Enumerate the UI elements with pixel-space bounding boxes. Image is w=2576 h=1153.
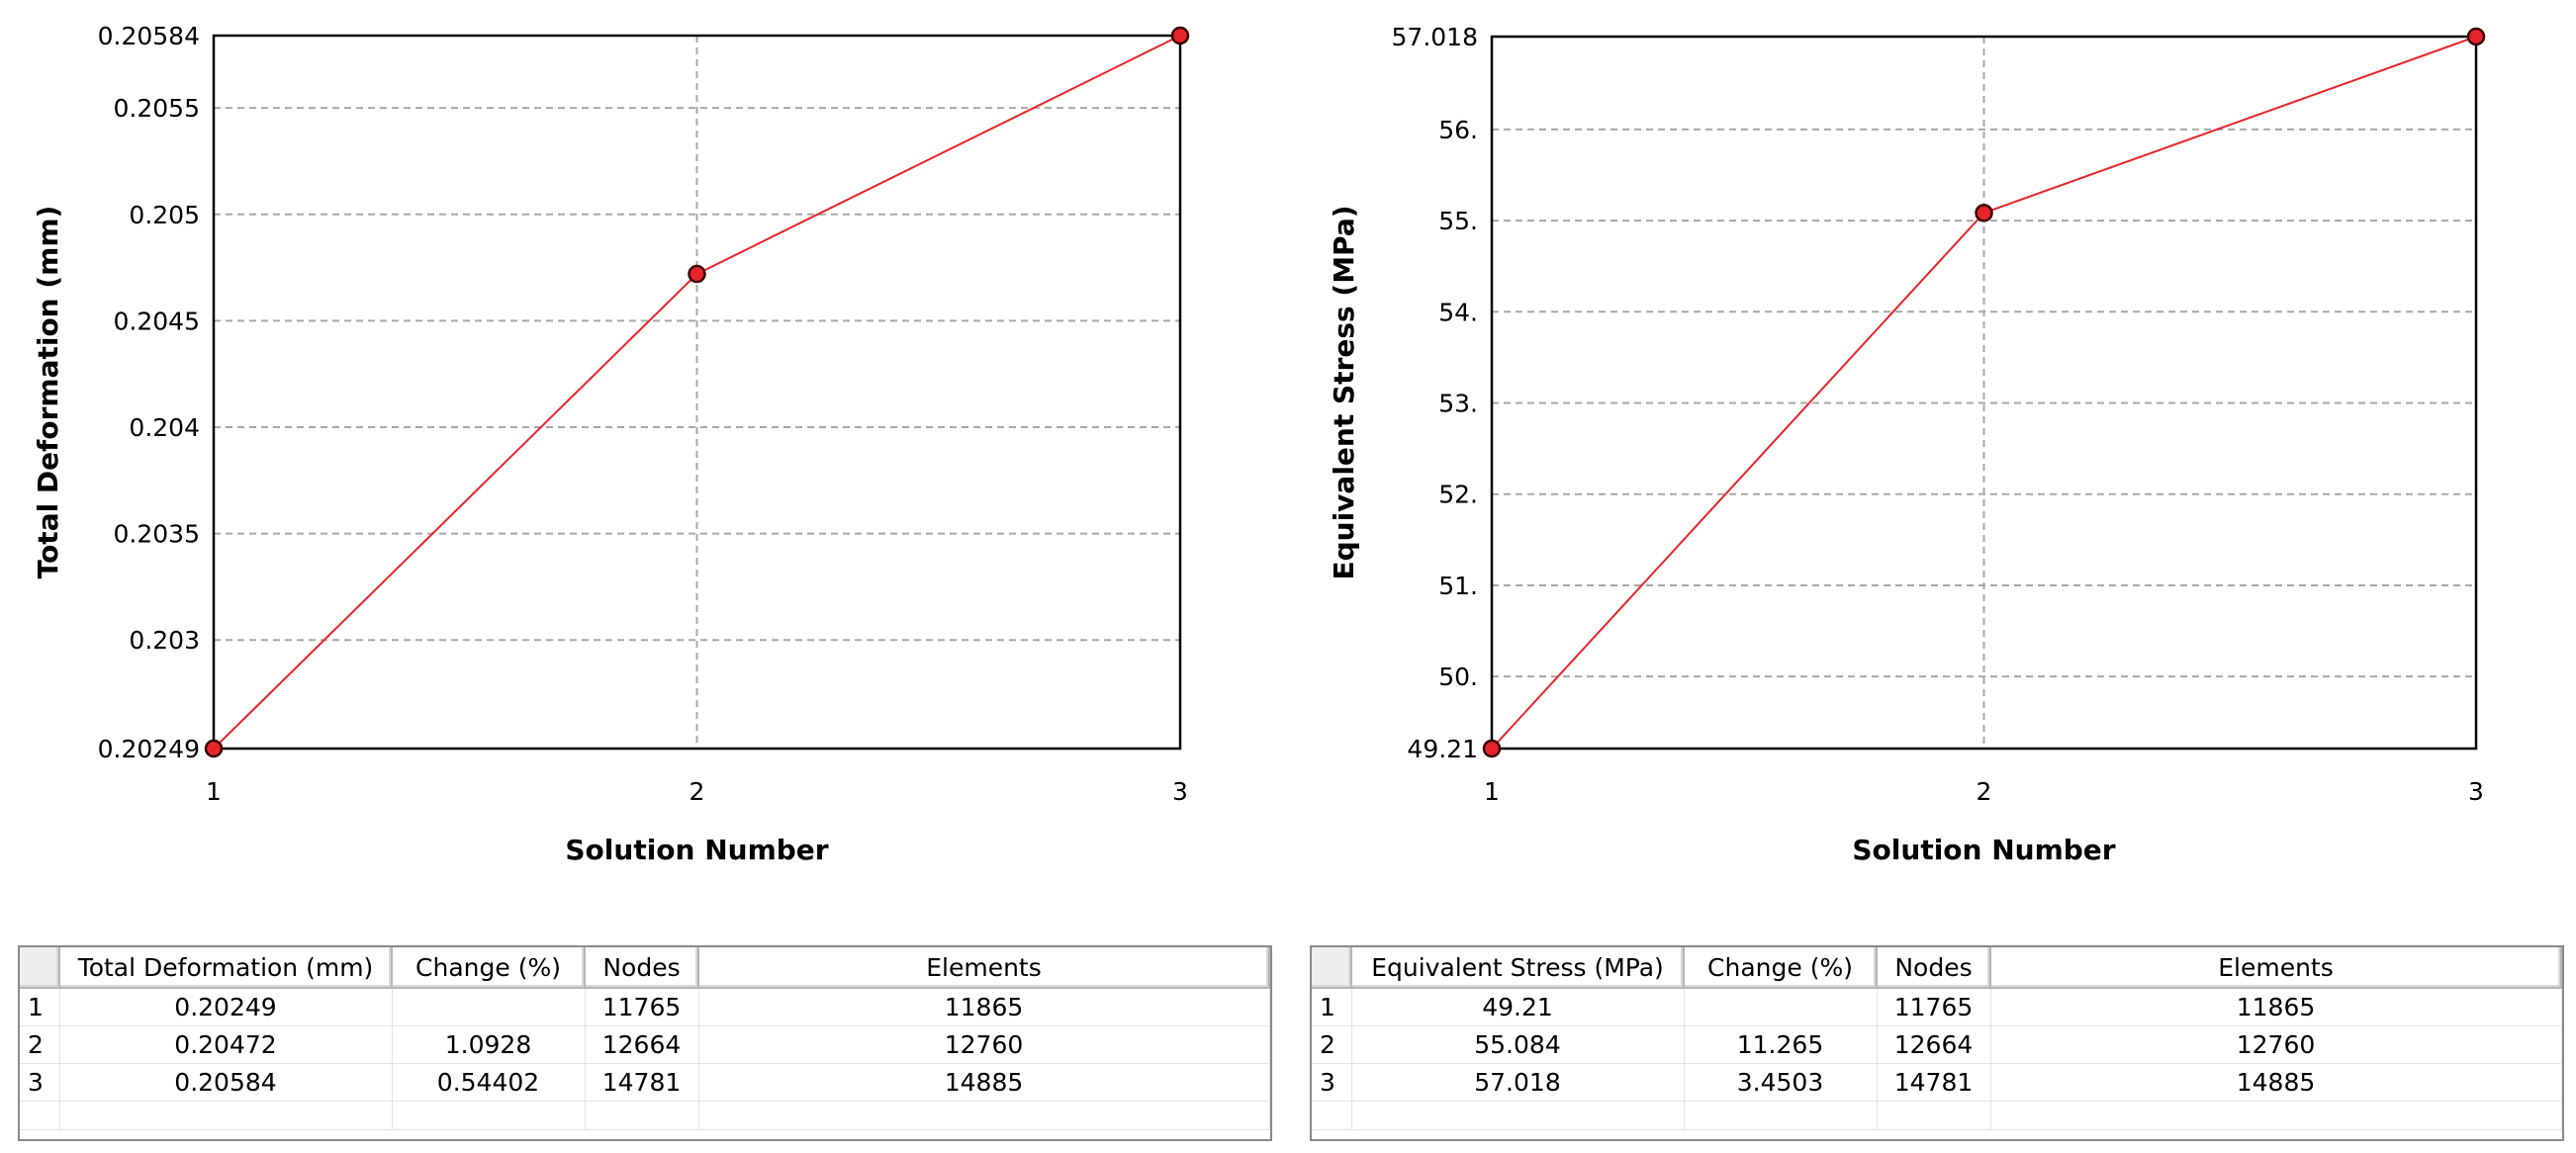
y-tick-label: 0.2035 — [114, 520, 200, 549]
x-tick-label: 2 — [1977, 777, 1992, 806]
cell-elements: 12760 — [1990, 1025, 2562, 1064]
column-header-nodes[interactable]: Nodes — [1877, 947, 1991, 989]
row-index: 1 — [1312, 988, 1352, 1026]
data-point[interactable] — [204, 739, 224, 758]
x-tick-label: 1 — [1484, 777, 1500, 806]
y-tick-label: 0.203 — [129, 626, 200, 655]
cell-elements: 12760 — [698, 1025, 1270, 1064]
table-row-empty — [20, 1101, 1270, 1130]
data-point[interactable] — [1482, 739, 1502, 758]
x-tick-label: 2 — [690, 777, 705, 806]
table-row[interactable]: 1 0.20249 11765 11865 — [20, 988, 1270, 1026]
cell-change — [392, 988, 586, 1026]
cell-equivalent-stress: 57.018 — [1351, 1063, 1685, 1102]
table-total-deformation: Total Deformation (mm) Change (%) Nodes … — [18, 945, 1272, 1141]
table-corner-cell — [1312, 947, 1352, 989]
cell-change: 11.265 — [1684, 1025, 1878, 1064]
y-axis-title: Total Deformation (mm) — [32, 206, 64, 579]
plot-area-frame — [212, 34, 1182, 751]
table-row-empty — [1312, 1101, 2562, 1130]
table-row[interactable]: 3 0.20584 0.54402 14781 14885 — [20, 1063, 1270, 1102]
cell-change: 0.54402 — [392, 1063, 586, 1102]
column-header-elements[interactable]: Elements — [698, 947, 1270, 989]
y-tick-label: 57.018 — [1392, 23, 1478, 51]
cell-change: 3.4503 — [1684, 1063, 1878, 1102]
table-equivalent-stress: Equivalent Stress (MPa) Change (%) Nodes… — [1310, 945, 2564, 1141]
data-point[interactable] — [1975, 204, 1993, 222]
y-tick-label: 55. — [1438, 207, 1478, 235]
table-header-row: Total Deformation (mm) Change (%) Nodes … — [20, 947, 1270, 989]
chart-total-deformation: 0.20249 0.203 0.2035 0.204 0.2045 0.205 0.2055… — [32, 22, 1190, 866]
data-point[interactable] — [1170, 26, 1190, 45]
cell-nodes: 14781 — [1877, 1063, 1991, 1102]
column-header-change[interactable]: Change (%) — [392, 947, 586, 989]
plot-area-frame — [1490, 35, 2478, 751]
data-point[interactable] — [688, 264, 706, 284]
column-header-elements[interactable]: Elements — [1990, 947, 2562, 989]
table-row[interactable]: 3 57.018 3.4503 14781 14885 — [1312, 1063, 2562, 1102]
cell-elements: 14885 — [1990, 1063, 2562, 1102]
cell-total-deformation: 0.20249 — [59, 988, 393, 1026]
column-header-equivalent-stress[interactable]: Equivalent Stress (MPa) — [1351, 947, 1685, 989]
cell-change: 1.0928 — [392, 1025, 586, 1064]
data-point[interactable] — [2466, 27, 2486, 46]
y-tick-label: 49.21 — [1407, 735, 1478, 763]
y-tick-label: 0.204 — [129, 413, 200, 442]
cell-nodes: 11765 — [1877, 988, 1991, 1026]
cell-nodes: 11765 — [585, 988, 699, 1026]
y-tick-label: 0.2055 — [114, 94, 200, 123]
cell-change — [1684, 988, 1878, 1026]
x-axis-title: Solution Number — [565, 834, 828, 866]
cell-elements: 11865 — [698, 988, 1270, 1026]
cell-equivalent-stress: 55.084 — [1351, 1025, 1685, 1064]
row-index: 3 — [1312, 1063, 1352, 1102]
cell-nodes: 14781 — [585, 1063, 699, 1102]
y-axis-title: Equivalent Stress (MPa) — [1328, 205, 1360, 579]
column-header-nodes[interactable]: Nodes — [585, 947, 699, 989]
x-tick-label: 3 — [1172, 777, 1188, 806]
cell-total-deformation: 0.20472 — [59, 1025, 393, 1064]
cell-elements: 11865 — [1990, 988, 2562, 1026]
y-tick-label: 56. — [1438, 116, 1478, 144]
y-tick-label: 53. — [1438, 390, 1478, 418]
table-corner-cell — [20, 947, 60, 989]
chart-equivalent-stress: 49.21 50. 51. 52. 53. 54. 55. 56. 57.018 1 2 3 Solut… — [1328, 23, 2486, 866]
row-index: 2 — [1312, 1025, 1352, 1064]
table-row[interactable]: 1 49.21 11765 11865 — [1312, 988, 2562, 1026]
row-index: 1 — [20, 988, 60, 1026]
y-tick-label: 52. — [1438, 481, 1478, 509]
x-axis-title: Solution Number — [1852, 834, 2115, 866]
y-tick-label: 0.20249 — [98, 735, 200, 763]
column-header-total-deformation[interactable]: Total Deformation (mm) — [59, 947, 393, 989]
cell-elements: 14885 — [698, 1063, 1270, 1102]
y-tick-label: 0.2045 — [114, 307, 200, 335]
y-tick-label: 54. — [1438, 298, 1478, 326]
cell-total-deformation: 0.20584 — [59, 1063, 393, 1102]
cell-equivalent-stress: 49.21 — [1351, 988, 1685, 1026]
table-row[interactable]: 2 0.20472 1.0928 12664 12760 — [20, 1025, 1270, 1064]
row-index: 3 — [20, 1063, 60, 1102]
column-header-change[interactable]: Change (%) — [1684, 947, 1878, 989]
cell-nodes: 12664 — [1877, 1025, 1991, 1064]
y-tick-label: 50. — [1438, 663, 1478, 691]
x-tick-label: 1 — [206, 777, 222, 806]
table-row[interactable]: 2 55.084 11.265 12664 12760 — [1312, 1025, 2562, 1064]
row-index: 2 — [20, 1025, 60, 1064]
y-tick-label: 0.20584 — [98, 22, 200, 50]
y-tick-label: 51. — [1438, 572, 1478, 600]
x-tick-label: 3 — [2468, 777, 2484, 806]
y-tick-label: 0.205 — [129, 201, 200, 229]
table-header-row: Equivalent Stress (MPa) Change (%) Nodes… — [1312, 947, 2562, 989]
cell-nodes: 12664 — [585, 1025, 699, 1064]
